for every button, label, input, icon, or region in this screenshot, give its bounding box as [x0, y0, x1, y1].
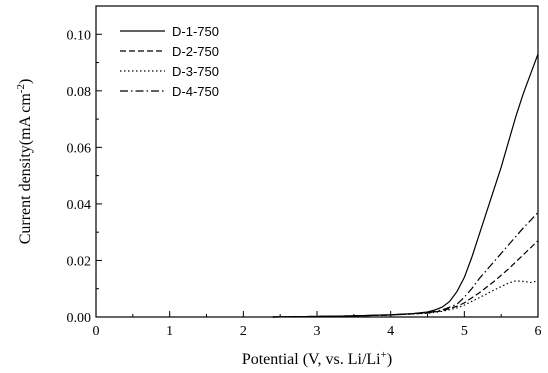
- y-axis-label-sup: -2: [15, 84, 27, 93]
- legend-label: D-3-750: [172, 64, 219, 79]
- x-axis-label-end: ): [387, 351, 392, 368]
- x-tick-labels: 0 1 2 3 4 5 6: [93, 324, 542, 339]
- y-axis-label-main: Current density(mA cm: [17, 93, 34, 245]
- x-axis-label-main: Potential (V, vs. Li/Li: [242, 351, 381, 368]
- series-line-d-2-750: [272, 240, 539, 318]
- y-axis-label: Current density(mA cm-2): [15, 79, 34, 245]
- legend-label: D-2-750: [172, 44, 219, 59]
- x-tick-label: 2: [240, 324, 247, 339]
- y-tick-label: 0.06: [67, 141, 92, 156]
- series-layer: [272, 53, 539, 318]
- series-line-d-3-750: [272, 280, 539, 318]
- y-tick-label: 0.04: [67, 198, 92, 213]
- series-line-d-4-750: [272, 211, 539, 318]
- axis-ticks: [95, 5, 539, 318]
- x-tick-label: 1: [166, 324, 173, 339]
- x-tick-label: 4: [387, 324, 394, 339]
- legend-label: D-1-750: [172, 24, 219, 39]
- x-tick-label: 5: [461, 324, 468, 339]
- legend-label: D-4-750: [172, 84, 219, 99]
- y-tick-label: 0.00: [67, 311, 92, 326]
- y-tick-label: 0.02: [67, 254, 92, 269]
- x-tick-label: 0: [93, 324, 100, 339]
- y-tick-label: 0.08: [67, 85, 92, 100]
- y-axis-label-end: ): [17, 79, 34, 84]
- y-tick-label: 0.10: [67, 28, 92, 43]
- x-axis-label-sup: +: [381, 349, 387, 361]
- x-tick-label: 6: [535, 324, 542, 339]
- plot-frame: [95, 5, 539, 318]
- x-axis-label: Potential (V, vs. Li/Li+): [242, 349, 392, 368]
- y-tick-labels: 0.00 0.02 0.04 0.06 0.08 0.10: [67, 28, 92, 326]
- legend: D-1-750 D-2-750 D-3-750 D-4-750: [120, 24, 219, 99]
- x-tick-label: 3: [314, 324, 321, 339]
